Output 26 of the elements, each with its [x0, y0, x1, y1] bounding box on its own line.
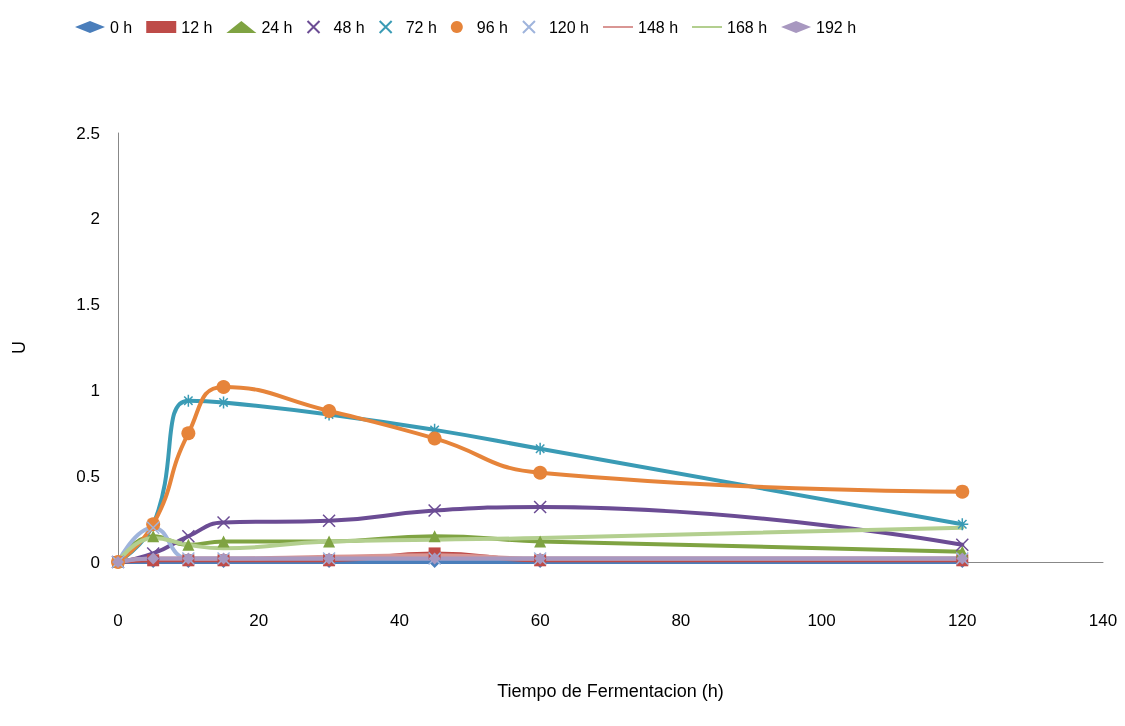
legend-label: 12 h — [181, 18, 213, 36]
legend-label: 48 h — [333, 18, 365, 36]
legend-label: 120 h — [548, 18, 589, 36]
x-tick-label: 100 — [807, 611, 836, 630]
x-tick-label: 140 — [1088, 611, 1118, 630]
legend-label: 0 h — [110, 18, 133, 36]
x-tick-label: 0 — [113, 611, 123, 630]
y-axis-title: U — [9, 341, 29, 354]
y-tick-label: 0.5 — [76, 466, 100, 486]
y-tick-label: 1.5 — [76, 295, 100, 315]
y-tick-label: 2 — [90, 209, 100, 229]
y-tick-label: 1 — [90, 380, 100, 400]
x-tick-label: 20 — [249, 611, 269, 630]
legend-label: 148 h — [637, 18, 679, 36]
legend-label: 168 h — [727, 18, 768, 36]
y-tick-label: 2.5 — [76, 123, 100, 143]
legend-label: 24 h — [261, 18, 293, 36]
x-tick-label: 40 — [389, 611, 409, 630]
x-tick-label: 80 — [671, 611, 691, 630]
legend-label: 72 h — [405, 18, 437, 36]
x-axis-title: Tiempo de Fermentacion (h) — [497, 681, 724, 701]
y-tick-label: 0 — [90, 552, 100, 572]
x-tick-label: 120 — [948, 611, 977, 630]
legend-label: 96 h — [476, 18, 508, 36]
x-tick-label: 60 — [530, 611, 550, 630]
legend-label: 192 h — [816, 18, 857, 36]
